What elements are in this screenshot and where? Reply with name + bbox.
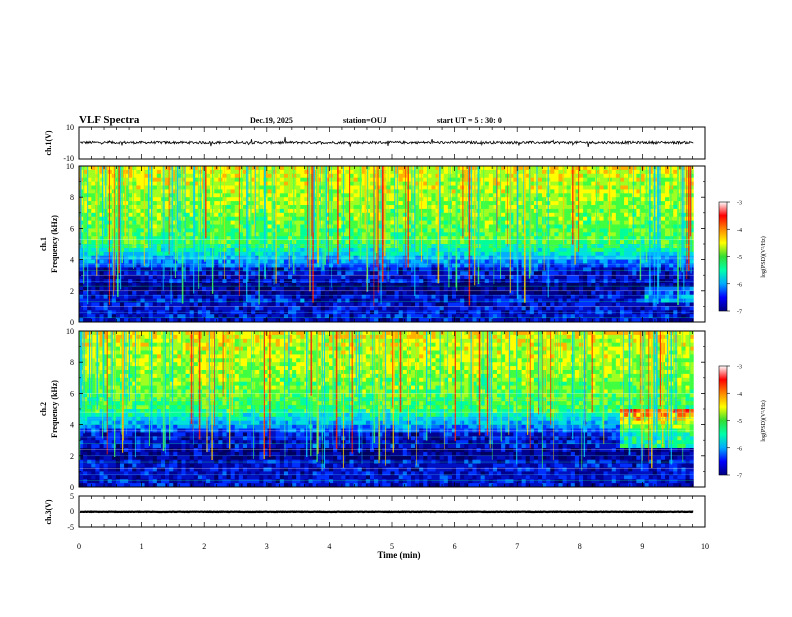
ch2-colorbar: -3 -4 -5 -6 -7 log(PSD)(V²/Hz): [719, 365, 767, 480]
ch3-waveform-ylabel: ch.3(V): [44, 499, 53, 524]
ch1-spectrogram-ytick-label: 2: [70, 287, 74, 296]
ch3-waveform-ytick-top: 5: [70, 492, 74, 501]
ch2-colorbar-tick-label: -3: [737, 365, 742, 371]
ch2-spectrogram-ytick-label: 0: [70, 483, 74, 492]
x-tick-label: 7: [515, 542, 519, 551]
ch2-colorbar-tick-label: -4: [737, 392, 742, 398]
x-tick-label: 3: [265, 542, 269, 551]
ch2-spectrogram-ytick-label: 8: [70, 358, 74, 367]
ch1-spectrogram-ylabel: Frequency (kHz): [50, 215, 59, 273]
ch2-colorbar-tick-label: -5: [737, 419, 742, 425]
ch2-spectrogram-channel-label: ch.2: [39, 402, 48, 416]
ch2-colorbar-tick-label: -7: [737, 474, 742, 480]
x-tick-label: 9: [640, 542, 644, 551]
ch2-spectrogram-ytick-label: 10: [66, 327, 74, 336]
ch1-spectrogram-panel: 0 2 4 6 8 10 ch.1 Frequency (kHz): [39, 162, 705, 327]
ch2-spectrogram-image: [79, 331, 705, 487]
ch1-spectrogram-ytick-label: 4: [70, 256, 74, 265]
x-tick-label: 2: [202, 542, 206, 551]
x-tick-label: 6: [453, 542, 457, 551]
ch1-waveform-panel: 10 -10 ch.1(V): [44, 123, 705, 163]
ch1-colorbar: -3 -4 -5 -6 -7 log(PSD)(V²/Hz): [719, 201, 767, 316]
ch1-colorbar-tick-label: -3: [737, 201, 742, 207]
ch2-colorbar-label: log(PSD)(V²/Hz): [760, 400, 767, 441]
start-time-label: start UT = 5 : 30: 0: [437, 116, 502, 125]
ch2-spectrogram-ytick-label: 4: [70, 421, 74, 430]
ch2-spectrogram-panel: 0 2 4 6 8 10 ch.2 Frequency (kHz): [39, 327, 705, 492]
x-tick-label: 4: [327, 542, 331, 551]
figure-title: VLF Spectra: [79, 114, 140, 126]
ch1-spectrogram-ytick-label: 6: [70, 224, 74, 233]
ch3-waveform-ytick-mid: 0: [70, 507, 74, 516]
ch1-waveform-ylabel: ch.1(V): [44, 130, 53, 155]
ch1-colorbar-gradient: [719, 202, 727, 311]
x-tick-label: 0: [77, 542, 81, 551]
ch2-colorbar-tick-label: -6: [737, 446, 742, 452]
ch2-spectrogram-ytick-label: 6: [70, 389, 74, 398]
ch2-spectrogram-ytick-label: 2: [70, 452, 74, 461]
ch1-colorbar-tick-label: -4: [737, 228, 742, 234]
ch1-colorbar-tick-label: -5: [737, 255, 742, 261]
ch1-spectrogram-ytick-label: 0: [70, 318, 74, 327]
ch1-spectrogram-image: [79, 166, 705, 322]
ch1-colorbar-tick-label: -6: [737, 282, 742, 288]
ch1-waveform-ytick-top: 10: [66, 123, 74, 132]
x-tick-label: 10: [701, 542, 709, 551]
x-tick-label: 8: [578, 542, 582, 551]
date-label: Dec.19, 2025: [250, 116, 293, 125]
ch2-spectrogram-ylabel: Frequency (kHz): [50, 380, 59, 438]
ch1-colorbar-tick-label: -7: [737, 310, 742, 316]
ch3-waveform-ytick-bottom: -5: [67, 523, 74, 532]
ch1-spectrogram-ytick-label: 8: [70, 193, 74, 202]
ch3-waveform-panel: 5 0 -5 ch.3(V): [44, 492, 705, 532]
station-label: station=OUJ: [343, 116, 387, 125]
ch1-spectrogram-ytick-label: 10: [66, 162, 74, 171]
ch2-colorbar-gradient: [719, 366, 727, 475]
ch1-spectrogram-channel-label: ch.1: [39, 237, 48, 251]
x-tick-label: 1: [140, 542, 144, 551]
ch1-colorbar-label: log(PSD)(V²/Hz): [760, 236, 767, 277]
x-axis-label: Time (min): [377, 550, 420, 560]
